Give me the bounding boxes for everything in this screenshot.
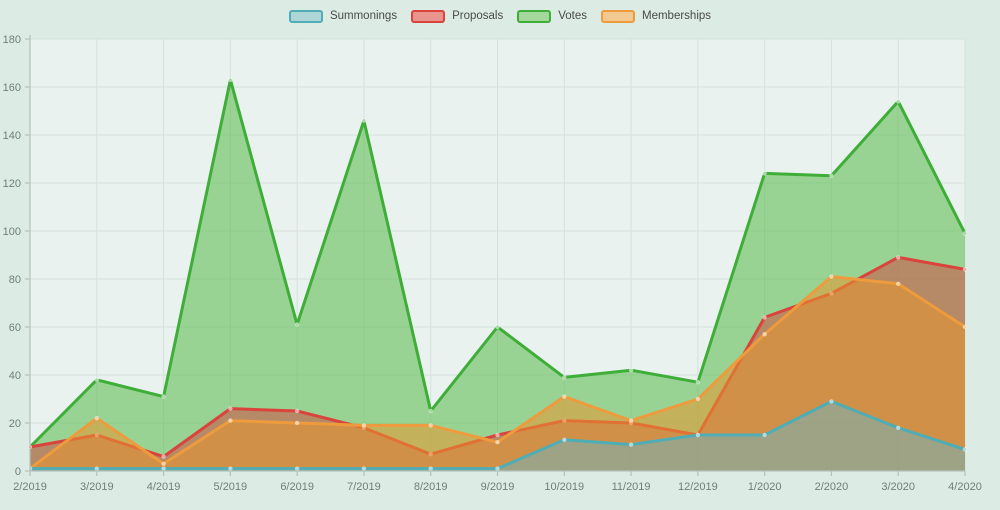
svg-text:140: 140 [3,130,21,142]
y-axis-labels: 0 20 40 60 80 100 120 140 160 180 [3,34,21,478]
svg-text:120: 120 [3,178,21,190]
series-memberships-markers [27,274,968,471]
series-summonings-markers [27,399,968,471]
legend-label-summonings: Summonings [329,9,398,22]
svg-text:10/2019: 10/2019 [544,481,584,493]
legend-item-votes[interactable]: Votes [517,10,587,23]
svg-text:40: 40 [9,370,21,382]
svg-text:100: 100 [3,226,21,238]
legend-item-memberships[interactable]: Memberships [601,10,711,23]
legend-label-proposals: Proposals [452,9,504,22]
svg-text:2/2020: 2/2020 [815,481,849,493]
svg-text:3/2020: 3/2020 [881,481,915,493]
svg-text:60: 60 [9,322,21,334]
svg-text:0: 0 [15,466,21,478]
legend-swatch-proposals[interactable] [411,10,446,23]
legend-swatch-summonings[interactable] [288,10,323,23]
svg-text:8/2019: 8/2019 [414,481,448,493]
svg-text:180: 180 [3,34,21,46]
svg-text:11/2019: 11/2019 [612,481,651,493]
svg-text:1/2020: 1/2020 [748,481,782,493]
legend-label-votes: Votes [558,9,587,22]
svg-text:2/2019: 2/2019 [13,481,47,493]
svg-text:6/2019: 6/2019 [280,481,314,493]
legend-label-memberships: Memberships [642,9,712,22]
svg-text:4/2019: 4/2019 [147,481,181,493]
svg-text:20: 20 [9,418,21,430]
legend-swatch-votes[interactable] [517,10,552,23]
legend-swatch-memberships[interactable] [601,10,635,23]
x-axis-labels: 2/2019 3/2019 4/2019 5/2019 6/2019 7/2019 8/20… [13,481,982,493]
chart-legend: Summonings Proposals Votes Memberships [0,10,1000,23]
svg-text:5/2019: 5/2019 [214,481,248,493]
axes [25,35,966,476]
legend-item-proposals[interactable]: Proposals [411,10,503,23]
svg-text:9/2019: 9/2019 [481,481,515,493]
svg-text:12/2019: 12/2019 [678,481,718,493]
svg-text:3/2019: 3/2019 [80,481,114,493]
svg-text:80: 80 [9,274,21,286]
series-summonings-area [30,401,965,471]
svg-text:7/2019: 7/2019 [347,481,381,493]
legend-item-summonings[interactable]: Summonings [288,9,398,23]
svg-text:4/2020: 4/2020 [948,481,982,493]
svg-text:160: 160 [3,82,21,94]
